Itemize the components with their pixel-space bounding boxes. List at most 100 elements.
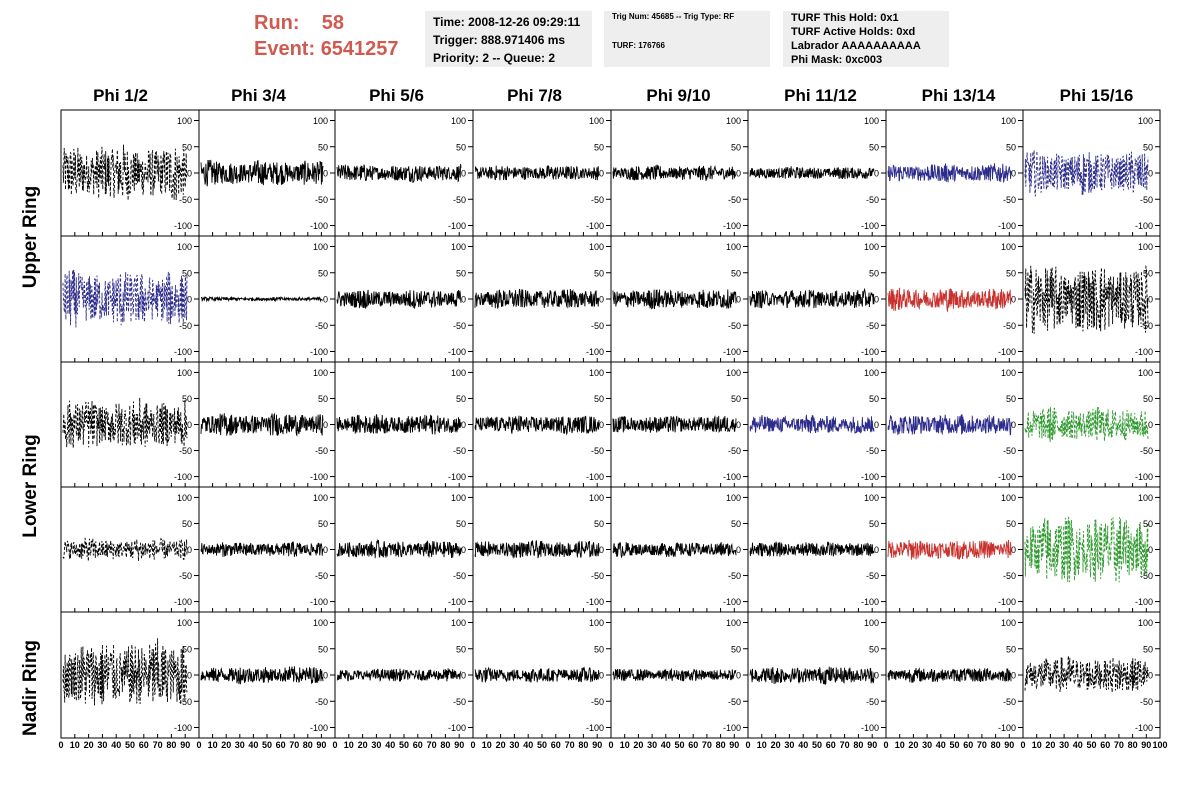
x-tick-label: 80 <box>853 740 863 750</box>
x-tick-label: 30 <box>509 740 519 750</box>
run-value: 58 <box>321 12 345 34</box>
y-tick-label: -100 <box>998 472 1016 482</box>
y-tick-label: -100 <box>861 472 879 482</box>
y-tick-label: 100 <box>1138 116 1153 126</box>
y-tick-label: -100 <box>448 597 466 607</box>
y-tick-label: 50 <box>456 394 466 404</box>
x-tick-label: 10 <box>344 740 354 750</box>
y-tick-label: 100 <box>1138 618 1153 628</box>
waveform-trace <box>1024 655 1149 693</box>
event-label: Event: <box>254 38 316 60</box>
y-tick-label: 50 <box>594 644 604 654</box>
x-tick-label: 30 <box>97 740 107 750</box>
waveform-trace <box>200 295 324 303</box>
y-tick-label: 100 <box>726 618 741 628</box>
x-tick-label: 40 <box>936 740 946 750</box>
y-tick-label: -100 <box>448 472 466 482</box>
y-tick-label: -50 <box>315 571 328 581</box>
y-tick-label: -50 <box>728 195 741 205</box>
x-tick-label: 20 <box>221 740 231 750</box>
x-tick-label: 40 <box>798 740 808 750</box>
x-tick-label: 10 <box>70 740 80 750</box>
x-tick-label: 20 <box>908 740 918 750</box>
x-tick-label: 0 <box>883 740 888 750</box>
y-tick-label: -50 <box>591 571 604 581</box>
y-tick-label: 0 <box>461 169 466 179</box>
turf-this-hold-text: TURF This Hold: 0x1 <box>791 12 899 24</box>
y-tick-label: 100 <box>864 368 879 378</box>
y-tick-label: -50 <box>728 571 741 581</box>
x-tick-label: 80 <box>991 740 1001 750</box>
y-tick-label: -100 <box>1135 723 1153 733</box>
x-tick-label: 30 <box>371 740 381 750</box>
y-tick-label: -100 <box>1135 472 1153 482</box>
y-tick-label: 50 <box>1006 142 1016 152</box>
y-tick-label: -50 <box>591 195 604 205</box>
event-value: 6541257 <box>320 38 399 60</box>
y-tick-label: 100 <box>1001 368 1016 378</box>
waveform-trace <box>62 144 188 201</box>
y-tick-label: 50 <box>594 394 604 404</box>
x-tick-label: 90 <box>1141 740 1151 750</box>
y-tick-label: 50 <box>731 394 741 404</box>
y-tick-label: 50 <box>731 142 741 152</box>
y-tick-label: -100 <box>1135 597 1153 607</box>
x-tick-label: 10 <box>208 740 218 750</box>
run-row: Run: 58 <box>254 10 399 36</box>
y-tick-label: -100 <box>310 221 328 231</box>
y-tick-label: -100 <box>1135 347 1153 357</box>
x-tick-label: 80 <box>1128 740 1138 750</box>
x-tick-label: 30 <box>235 740 245 750</box>
y-tick-label: 100 <box>1138 242 1153 252</box>
y-tick-label: 100 <box>1138 368 1153 378</box>
y-tick-label: 0 <box>187 545 192 555</box>
run-label: Run: <box>254 12 300 34</box>
y-tick-label: 100 <box>1001 618 1016 628</box>
trig-info-box: Trig Num: 45685 -- Trig Type: RF TURF: 1… <box>604 11 770 67</box>
waveform-trace <box>1024 149 1149 197</box>
y-tick-label: 0 <box>874 295 879 305</box>
x-tick-label: 40 <box>111 740 121 750</box>
y-tick-label: 100 <box>313 618 328 628</box>
x-tick-label: 0 <box>58 740 63 750</box>
y-tick-label: -100 <box>998 723 1016 733</box>
x-tick-label: 70 <box>565 740 575 750</box>
y-tick-label: 100 <box>313 368 328 378</box>
y-tick-label: 100 <box>177 116 192 126</box>
x-tick-label: 10 <box>482 740 492 750</box>
waveform-trace <box>1024 406 1149 443</box>
x-tick-label: 70 <box>153 740 163 750</box>
waveform-trace <box>1024 265 1149 334</box>
y-tick-label: -100 <box>586 472 604 482</box>
phi-column-header: Phi 5/6 <box>369 86 424 105</box>
y-tick-label: 100 <box>864 242 879 252</box>
y-tick-label: 0 <box>874 420 879 430</box>
waveform-trace <box>474 540 600 560</box>
y-tick-label: 0 <box>874 671 879 681</box>
phi-column-header: Phi 11/12 <box>784 86 857 105</box>
y-tick-label: -50 <box>866 195 879 205</box>
y-tick-label: 100 <box>313 242 328 252</box>
waveform-trace <box>749 666 875 686</box>
y-tick-label: -50 <box>1140 195 1153 205</box>
y-tick-label: -50 <box>179 571 192 581</box>
y-tick-label: -50 <box>315 446 328 456</box>
y-tick-label: 0 <box>599 671 604 681</box>
y-tick-label: 0 <box>1148 420 1153 430</box>
x-tick-label: 40 <box>1073 740 1083 750</box>
y-tick-label: -100 <box>861 597 879 607</box>
y-tick-label: -50 <box>866 321 879 331</box>
y-tick-label: 50 <box>869 142 879 152</box>
y-tick-label: 50 <box>869 644 879 654</box>
y-tick-label: 100 <box>864 618 879 628</box>
y-tick-label: 0 <box>874 169 879 179</box>
y-tick-label: 0 <box>599 169 604 179</box>
y-tick-label: 100 <box>177 368 192 378</box>
x-tick-label: 40 <box>385 740 395 750</box>
y-tick-label: 100 <box>726 242 741 252</box>
y-tick-label: 100 <box>1138 493 1153 503</box>
y-tick-label: 50 <box>318 142 328 152</box>
waveform-trace <box>749 287 875 309</box>
waveform-trace <box>474 164 600 181</box>
y-tick-label: -50 <box>591 446 604 456</box>
